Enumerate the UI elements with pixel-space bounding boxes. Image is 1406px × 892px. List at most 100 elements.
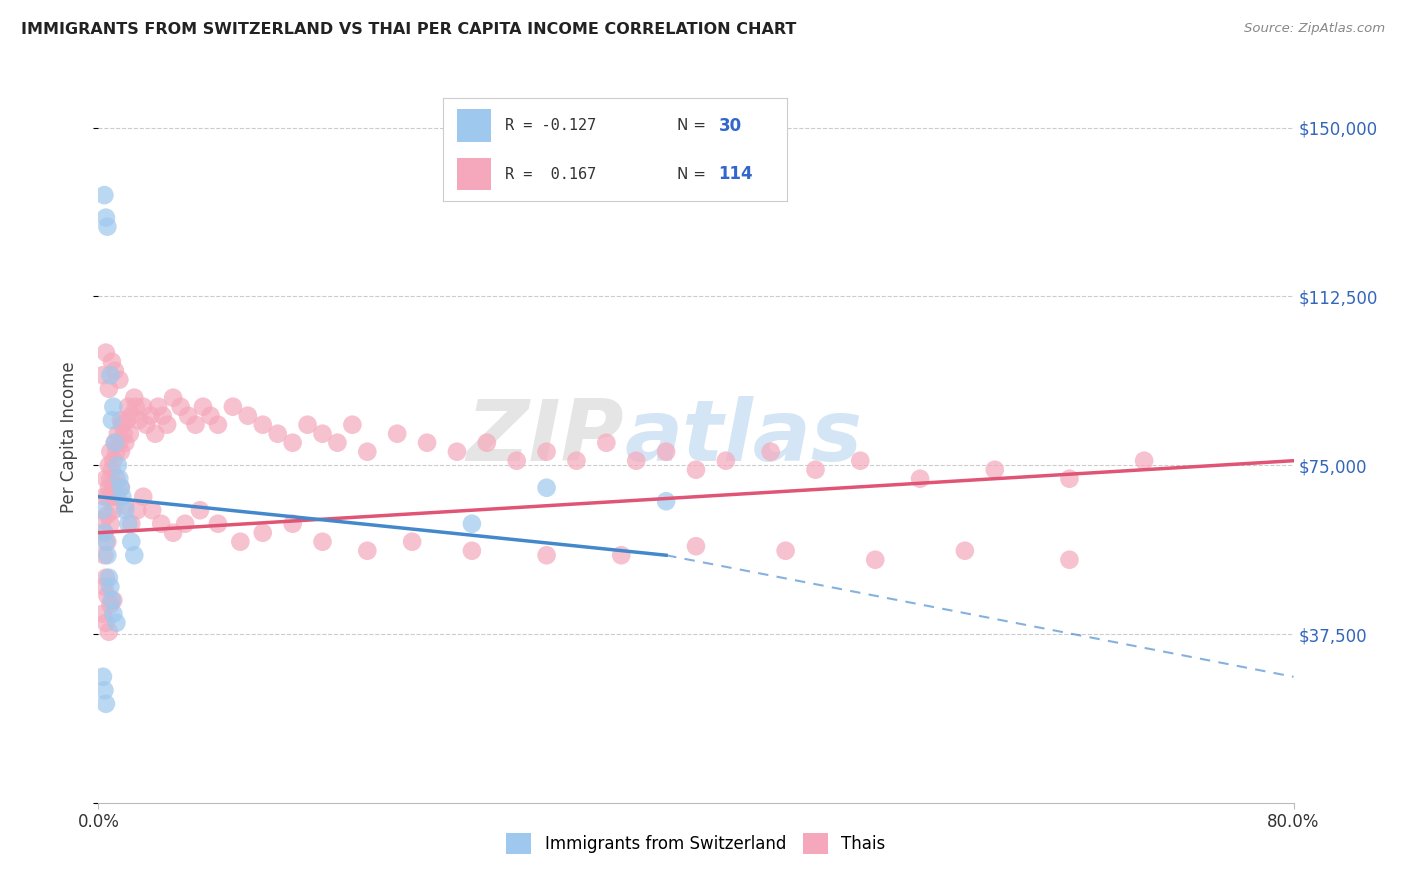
Point xyxy=(200,409,222,423)
Point xyxy=(115,413,138,427)
Point xyxy=(326,435,349,450)
Point xyxy=(184,417,207,432)
Point xyxy=(96,589,118,603)
Point xyxy=(595,435,617,450)
Point xyxy=(655,494,678,508)
Point xyxy=(536,444,558,458)
Point xyxy=(111,490,134,504)
Point xyxy=(135,417,157,432)
Point xyxy=(105,472,128,486)
Point xyxy=(96,548,118,562)
Point xyxy=(94,615,117,630)
Text: N =: N = xyxy=(678,167,711,182)
Point xyxy=(91,670,114,684)
Point xyxy=(97,481,120,495)
Point xyxy=(124,548,146,562)
Point xyxy=(108,435,131,450)
Point xyxy=(311,426,333,441)
Point xyxy=(98,444,122,458)
Point xyxy=(94,571,117,585)
Point xyxy=(1133,453,1156,467)
Text: N =: N = xyxy=(678,119,711,133)
Point xyxy=(103,400,125,414)
Point xyxy=(96,508,118,522)
Text: R =  0.167: R = 0.167 xyxy=(505,167,596,182)
Point xyxy=(162,525,184,540)
Point xyxy=(655,444,678,458)
Point xyxy=(506,453,529,467)
Point xyxy=(188,503,211,517)
Point xyxy=(96,534,118,549)
Point xyxy=(610,548,633,562)
Point xyxy=(356,543,378,558)
Point xyxy=(908,472,931,486)
Point xyxy=(103,503,125,517)
Point xyxy=(108,373,131,387)
Point xyxy=(111,417,134,432)
Point xyxy=(236,409,259,423)
Point xyxy=(118,426,141,441)
Point xyxy=(96,219,118,234)
Point xyxy=(626,453,648,467)
Point xyxy=(114,503,136,517)
Point xyxy=(120,516,142,531)
Point xyxy=(125,400,148,414)
Point xyxy=(94,697,117,711)
Point xyxy=(714,453,737,467)
Point xyxy=(93,548,115,562)
Point xyxy=(475,435,498,450)
Point xyxy=(98,368,122,383)
Point xyxy=(536,481,558,495)
Point xyxy=(101,463,124,477)
Point xyxy=(97,624,120,639)
Point xyxy=(120,409,142,423)
Point xyxy=(685,463,707,477)
Point xyxy=(96,490,118,504)
Point xyxy=(207,516,229,531)
Point xyxy=(105,444,128,458)
Point xyxy=(114,499,136,513)
Text: IMMIGRANTS FROM SWITZERLAND VS THAI PER CAPITA INCOME CORRELATION CHART: IMMIGRANTS FROM SWITZERLAND VS THAI PER … xyxy=(21,22,796,37)
Bar xyxy=(457,110,491,142)
Point xyxy=(97,458,120,473)
Point xyxy=(1059,553,1081,567)
Point xyxy=(461,516,484,531)
Point xyxy=(91,607,114,621)
Point xyxy=(101,490,124,504)
Y-axis label: Per Capita Income: Per Capita Income xyxy=(59,361,77,513)
Point xyxy=(229,534,252,549)
Point xyxy=(91,503,114,517)
Point xyxy=(849,453,872,467)
Point xyxy=(120,534,142,549)
Point xyxy=(132,400,155,414)
Point xyxy=(112,426,135,441)
Point xyxy=(127,503,149,517)
Point xyxy=(101,354,124,368)
Point xyxy=(128,413,150,427)
Point xyxy=(222,400,245,414)
Point xyxy=(98,598,122,612)
Point xyxy=(103,593,125,607)
Point xyxy=(105,615,128,630)
Text: atlas: atlas xyxy=(624,395,862,479)
Point xyxy=(91,512,114,526)
Point xyxy=(267,426,290,441)
Point xyxy=(984,463,1007,477)
Text: 30: 30 xyxy=(718,117,741,135)
Point xyxy=(107,426,129,441)
Point xyxy=(101,593,124,607)
Point xyxy=(101,413,124,427)
Point xyxy=(169,400,191,414)
Text: ZIP: ZIP xyxy=(467,395,624,479)
Point xyxy=(94,345,117,359)
Point xyxy=(148,400,170,414)
Point xyxy=(110,413,132,427)
Point xyxy=(93,490,115,504)
Point xyxy=(207,417,229,432)
Point xyxy=(94,534,117,549)
Point xyxy=(281,516,304,531)
Point xyxy=(98,516,122,531)
Point xyxy=(775,543,797,558)
Point xyxy=(105,490,128,504)
Point xyxy=(91,368,114,383)
